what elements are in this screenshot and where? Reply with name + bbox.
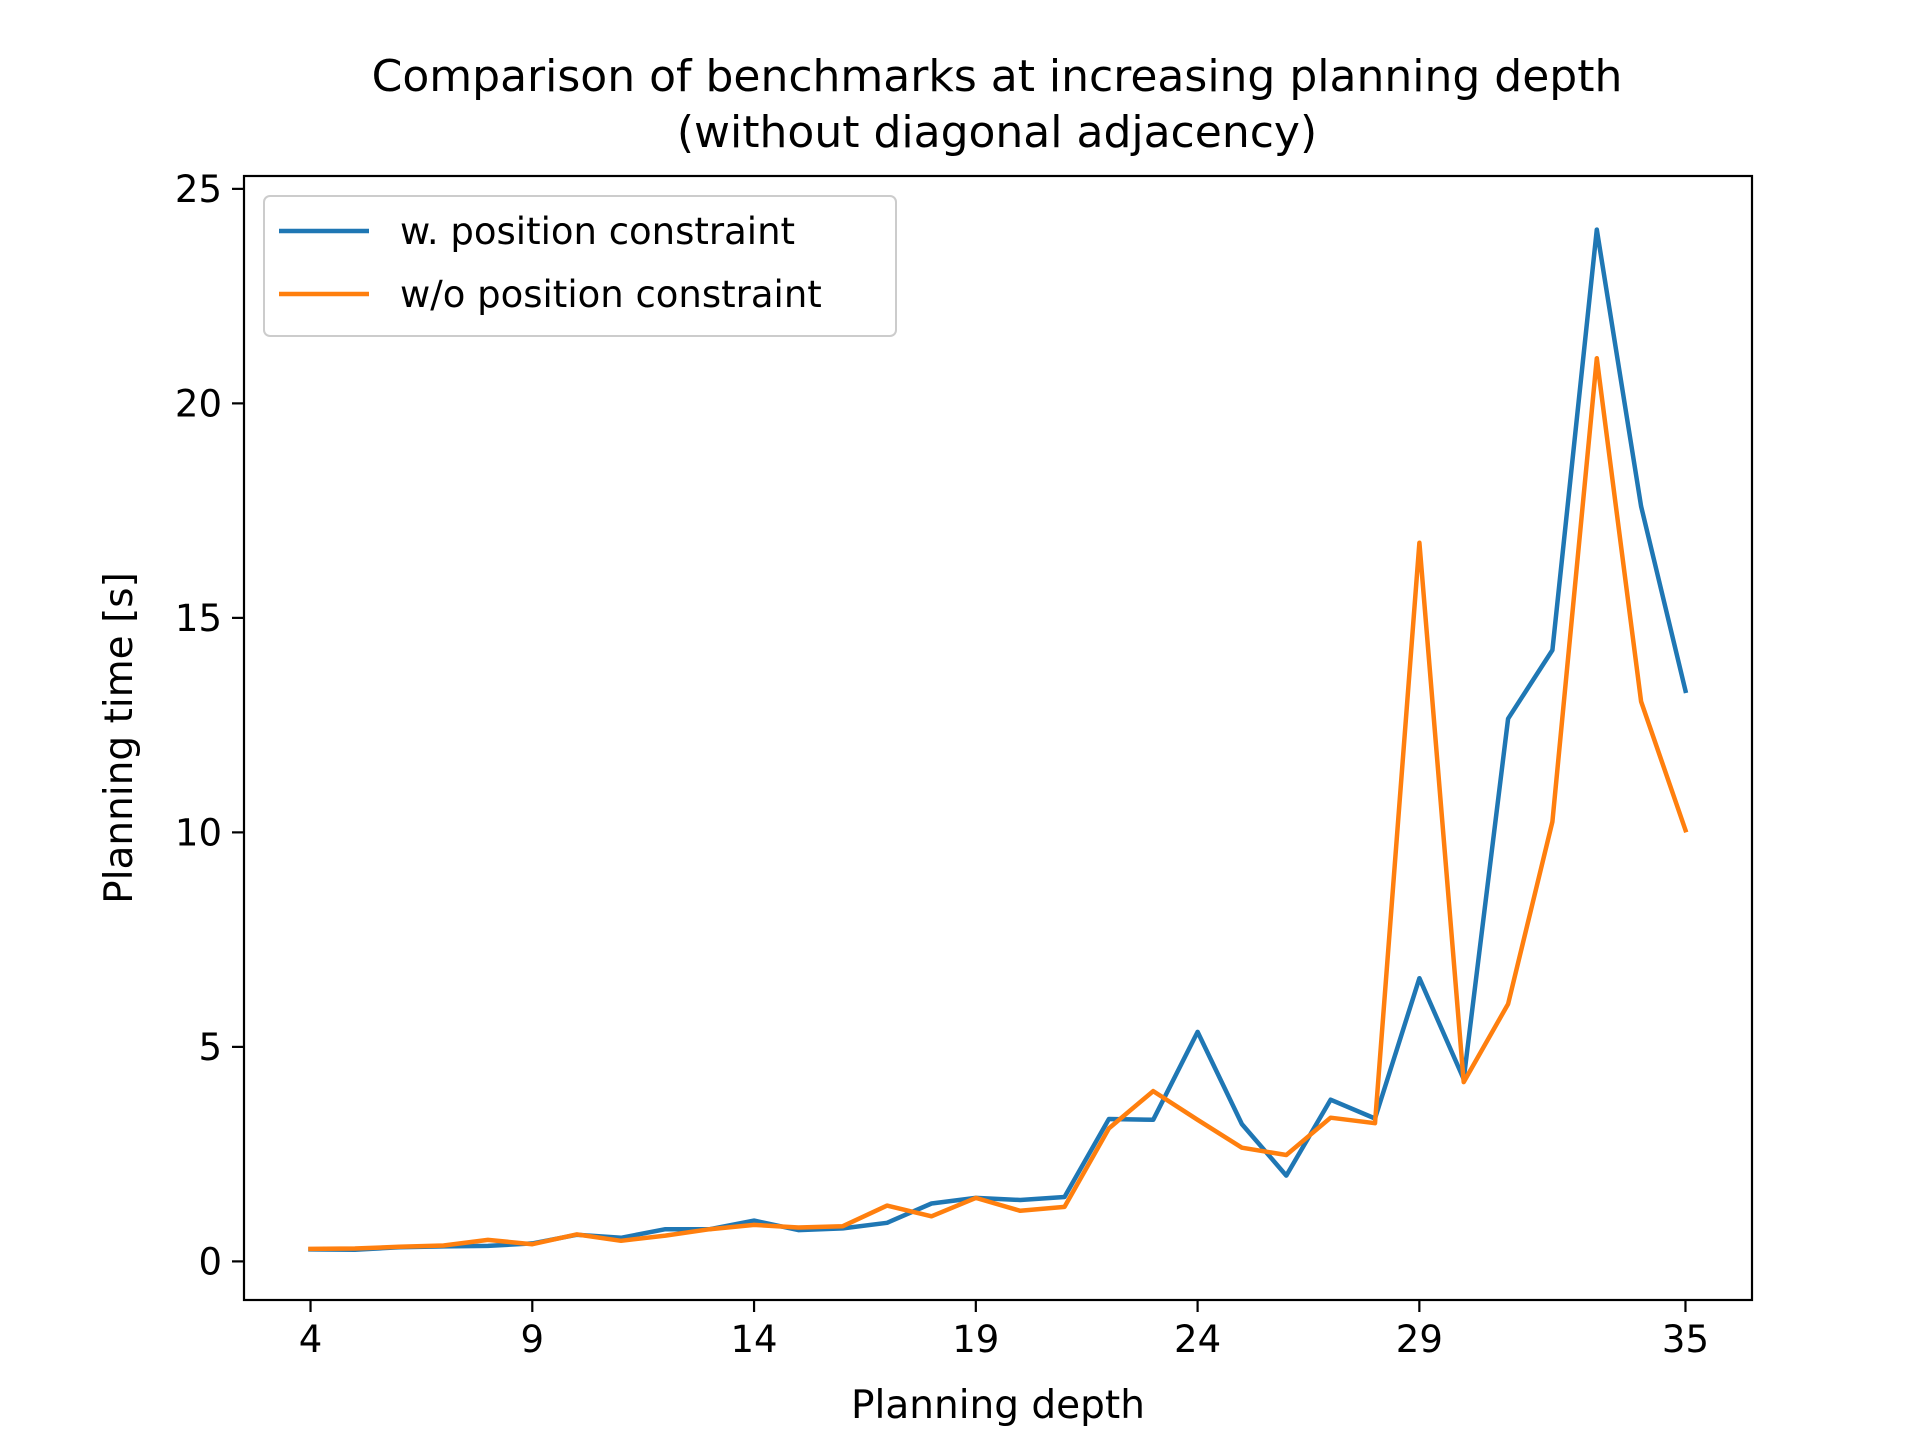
series-lines — [308, 227, 1689, 1253]
y-axis-label: Planning time [s] — [97, 572, 142, 904]
series-line-w-o-position-constraint — [308, 356, 1689, 1252]
plot-frame — [242, 174, 1754, 1302]
legend-label-wo-position-constraint: w/o position constraint — [400, 273, 822, 316]
x-tick-label-19: 19 — [952, 1318, 999, 1361]
legend-box — [263, 195, 897, 337]
y-tick-label-20: 20 — [175, 382, 222, 425]
x-tick-label-4: 4 — [299, 1318, 323, 1361]
series-line-w-position-constraint — [308, 227, 1689, 1253]
y-tick-label-25: 25 — [175, 168, 222, 211]
x-tick-label-9: 9 — [521, 1318, 545, 1361]
x-tick-label-14: 14 — [731, 1318, 778, 1361]
legend-label-w-position-constraint: w. position constraint — [400, 210, 795, 253]
x-tick-label-29: 29 — [1396, 1318, 1443, 1361]
axis-ticks: 4 9 14 19 24 29 35 0 5 10 15 20 25 — [175, 168, 1709, 1361]
legend: w. position constraint w/o position cons… — [263, 195, 897, 337]
x-tick-label-24: 24 — [1174, 1318, 1221, 1361]
y-tick-label-15: 15 — [175, 597, 222, 640]
y-tick-label-10: 10 — [175, 811, 222, 854]
x-tick-label-35: 35 — [1662, 1318, 1709, 1361]
x-axis-label: Planning depth — [851, 1383, 1145, 1428]
chart-subtitle: (without diagonal adjacency) — [677, 107, 1317, 158]
y-tick-label-0: 0 — [198, 1240, 222, 1283]
chart-title: Comparison of benchmarks at increasing p… — [372, 51, 1623, 102]
y-tick-label-5: 5 — [198, 1026, 222, 1069]
